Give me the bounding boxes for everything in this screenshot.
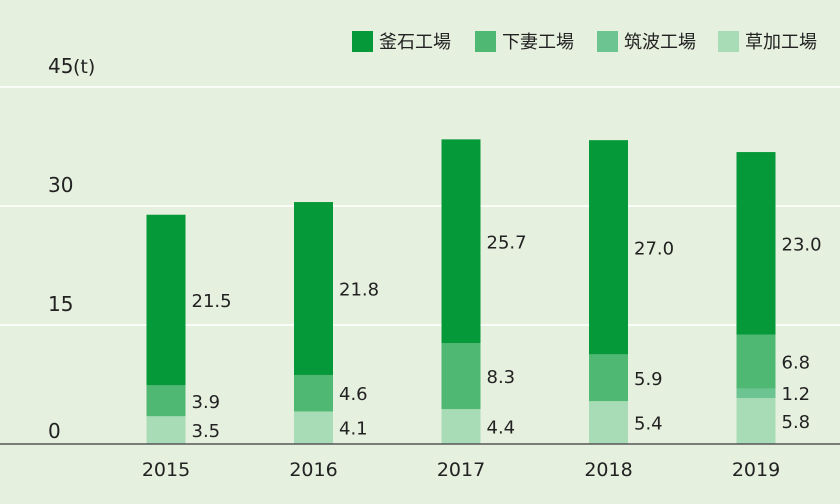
x-tick-label: 2015 bbox=[142, 459, 190, 481]
bar-segment bbox=[294, 411, 333, 444]
legend-swatch bbox=[475, 31, 496, 52]
y-tick-label: 45 bbox=[48, 54, 73, 78]
x-tick-label: 2016 bbox=[289, 459, 337, 481]
y-unit-label: (t) bbox=[73, 56, 95, 78]
data-label: 5.4 bbox=[634, 414, 663, 435]
data-label: 3.9 bbox=[192, 392, 221, 413]
bar-segment bbox=[441, 409, 481, 444]
bar-segment bbox=[146, 385, 186, 417]
legend-label: 草加工場 bbox=[745, 32, 817, 53]
data-label: 4.6 bbox=[339, 384, 368, 405]
bar-segment bbox=[441, 343, 481, 410]
bar-segment bbox=[589, 354, 628, 402]
bar-segment bbox=[589, 140, 628, 355]
bar-segment bbox=[294, 374, 333, 412]
bar-segment bbox=[441, 139, 481, 344]
data-label: 1.2 bbox=[782, 384, 811, 405]
legend-swatch bbox=[718, 31, 739, 52]
legend-label: 下妻工場 bbox=[502, 32, 574, 53]
x-tick-label: 2017 bbox=[437, 459, 485, 481]
legend-swatch bbox=[597, 31, 618, 52]
legend-label: 釜石工場 bbox=[379, 32, 451, 53]
bar-segment bbox=[146, 214, 186, 386]
data-label: 3.5 bbox=[192, 421, 221, 442]
y-tick-label: 30 bbox=[48, 173, 73, 197]
bar-segment bbox=[146, 416, 186, 444]
bar-segment bbox=[294, 202, 333, 375]
data-label: 21.8 bbox=[339, 280, 379, 301]
data-label: 4.4 bbox=[487, 418, 516, 439]
legend-swatch bbox=[352, 31, 373, 52]
x-tick-label: 2018 bbox=[584, 459, 632, 481]
data-label: 5.9 bbox=[634, 369, 663, 390]
data-label: 25.7 bbox=[487, 232, 527, 253]
data-label: 8.3 bbox=[487, 367, 516, 388]
data-label: 23.0 bbox=[782, 234, 822, 255]
data-label: 21.5 bbox=[192, 291, 232, 312]
data-label: 6.8 bbox=[782, 352, 811, 373]
bar-segment bbox=[736, 388, 776, 398]
x-tick-label: 2019 bbox=[732, 459, 780, 481]
bar-segment bbox=[736, 397, 776, 444]
bar-segment bbox=[736, 152, 776, 335]
y-tick-label: 0 bbox=[48, 419, 61, 443]
y-tick-label: 15 bbox=[48, 292, 73, 316]
data-label: 27.0 bbox=[634, 238, 674, 259]
data-label: 5.8 bbox=[782, 412, 811, 433]
data-label: 4.1 bbox=[339, 419, 368, 440]
bar-segment bbox=[589, 401, 628, 444]
bar-segment bbox=[736, 334, 776, 389]
legend-label: 筑波工場 bbox=[624, 32, 696, 53]
